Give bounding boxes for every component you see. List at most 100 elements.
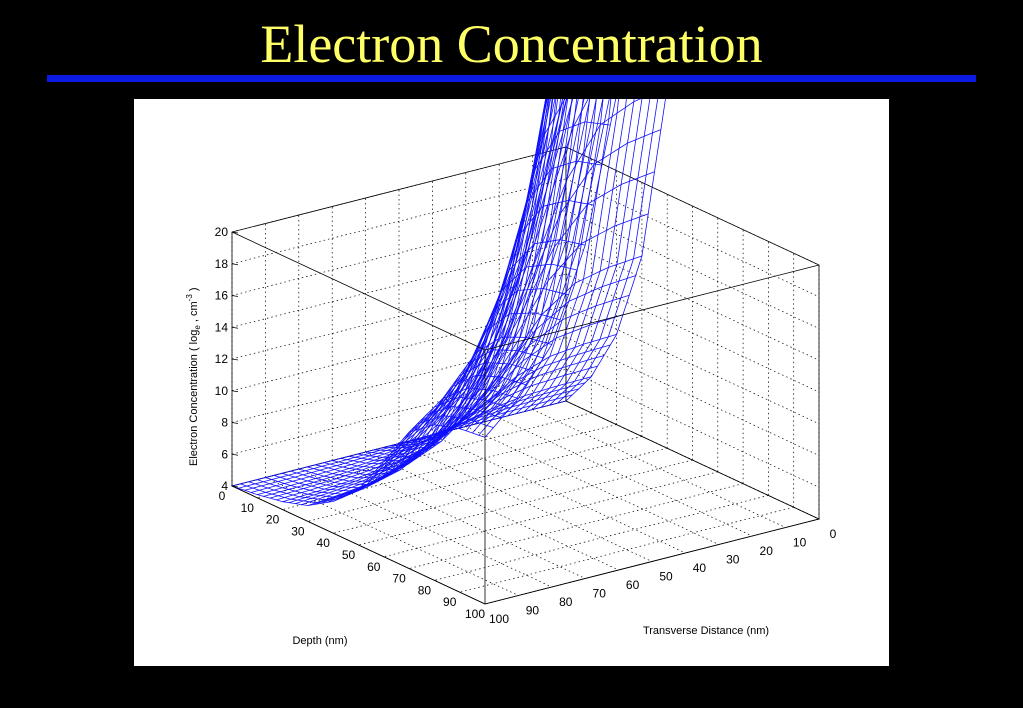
wall-gridline-z xyxy=(565,178,820,298)
z-tick xyxy=(231,422,239,424)
mesh-line-transverse xyxy=(465,99,578,427)
z-axis-label-end: ) xyxy=(188,287,200,294)
mesh-line-depth xyxy=(440,99,573,427)
mesh-line-transverse xyxy=(540,99,643,408)
wall-gridline-z xyxy=(565,305,820,425)
floor-gridline-x xyxy=(434,495,769,581)
y-axis-label: Transverse Distance (nm) xyxy=(643,625,769,637)
floor-gridline-x xyxy=(307,436,642,522)
z-tick xyxy=(231,231,239,234)
y-tick-label: 50 xyxy=(659,570,673,584)
z-tick xyxy=(231,485,239,488)
wall-gridline-z xyxy=(565,368,820,488)
floor-gridline-y xyxy=(298,468,552,588)
floor-gridline-y xyxy=(365,451,619,571)
mesh-line-depth xyxy=(415,99,554,431)
z-tick-label: 20 xyxy=(215,225,229,239)
z-tick-label: 16 xyxy=(215,289,229,303)
floor-gridline-x xyxy=(409,483,744,569)
front-edges xyxy=(231,231,820,605)
mesh-line-transverse xyxy=(248,405,502,501)
floor-gridline-y xyxy=(432,434,686,554)
x-tick-label: 40 xyxy=(317,536,331,550)
mesh-line-transverse xyxy=(298,336,552,482)
mesh-line-depth xyxy=(459,99,591,429)
mesh-line-transverse xyxy=(307,312,561,479)
mesh-line-transverse xyxy=(532,99,635,410)
front-bottom-edge-left xyxy=(231,485,486,605)
x-tick-label: 0 xyxy=(219,489,226,503)
z-tick-label: 12 xyxy=(215,352,229,366)
wall-gridline-z xyxy=(231,273,567,360)
mesh-line-transverse xyxy=(515,99,619,415)
y-tick-label: 0 xyxy=(830,527,837,541)
mesh-line-transverse xyxy=(490,99,597,421)
y-tick-label: 10 xyxy=(793,536,807,550)
wall-gridline-z xyxy=(565,241,820,361)
floor-gridline-y xyxy=(398,443,653,562)
top-edge-right xyxy=(484,264,820,351)
mesh-line-transverse xyxy=(482,99,591,423)
y-tick-label: 80 xyxy=(559,595,573,609)
wall-gridline-z xyxy=(231,305,567,392)
z-tick xyxy=(231,453,239,456)
figure-panel: 4 6 8 10 12 14 16 18 20 0 10 20 30 40 50 60 70 80 90 100 0 10… xyxy=(134,99,889,666)
z-tick xyxy=(231,358,239,361)
floor-gridline-y xyxy=(265,477,519,596)
x-tick-label: 100 xyxy=(465,607,485,621)
mesh-line-transverse xyxy=(332,239,586,469)
mesh-line-depth xyxy=(478,99,610,436)
mesh-line-transverse xyxy=(549,99,651,406)
mesh-line-transverse xyxy=(256,396,511,498)
mesh-line-transverse xyxy=(373,99,548,452)
mesh-line-transverse xyxy=(407,99,550,442)
y-tick-label: 20 xyxy=(760,544,774,558)
z-axis-label-main: Electron Concentration ( log xyxy=(188,330,200,466)
mesh-line-depth xyxy=(465,99,597,432)
mesh-line-depth xyxy=(446,99,579,428)
x-axis-label: Depth (nm) xyxy=(292,635,347,647)
x-tick-label: 90 xyxy=(443,595,457,609)
wall-gridline-z xyxy=(231,178,567,265)
y-tick-label: 60 xyxy=(626,578,640,592)
floor-gridline-x xyxy=(459,506,794,593)
z-tick-label: 4 xyxy=(221,479,228,493)
mesh-line-transverse xyxy=(281,362,536,489)
wall-gridline-z xyxy=(231,368,567,455)
mesh-line-transverse xyxy=(357,121,611,458)
floor-gridline-x xyxy=(333,447,668,534)
slide-title: Electron Concentration xyxy=(260,14,763,74)
z-tick-label: 14 xyxy=(215,320,229,334)
x-tick-label: 30 xyxy=(291,524,305,538)
mesh-line-depth xyxy=(472,99,604,434)
x-tick-label: 50 xyxy=(342,548,356,562)
floor-gridline-y xyxy=(332,460,586,579)
mesh-line-transverse xyxy=(340,199,594,465)
floor-gridline-y xyxy=(465,426,719,545)
x-tick-label: 70 xyxy=(392,572,406,586)
mesh-line-transverse xyxy=(323,263,577,472)
mesh-line-transverse xyxy=(315,288,569,476)
y-tick-label: 90 xyxy=(526,604,540,618)
mesh-line-depth xyxy=(383,99,548,462)
z-tick-label: 18 xyxy=(215,257,229,271)
wall-gridline-z xyxy=(231,210,567,296)
surface-plot: 4 6 8 10 12 14 16 18 20 0 10 20 30 40 50 60 70 80 90 100 0 10… xyxy=(185,99,837,647)
z-tick xyxy=(231,295,239,297)
mesh-line-transverse xyxy=(440,99,565,434)
z-tick xyxy=(231,263,239,266)
mesh-line-transverse xyxy=(423,99,557,438)
floor-gridline-y xyxy=(499,417,753,537)
z-tick-label: 10 xyxy=(215,384,229,398)
x-tick-label: 60 xyxy=(367,560,381,574)
x-tick-label: 10 xyxy=(241,501,255,515)
z-tick-label: 8 xyxy=(221,416,228,430)
top-edge-left xyxy=(231,231,486,351)
z-axis-label-sup: -3 xyxy=(185,294,194,302)
x-tick-label: 20 xyxy=(266,513,280,527)
y-tick-label: 30 xyxy=(726,553,740,567)
z-tick xyxy=(231,326,239,329)
mesh-line-transverse xyxy=(240,415,494,504)
mesh-line-depth xyxy=(389,99,547,455)
mesh-line-depth xyxy=(408,99,549,433)
